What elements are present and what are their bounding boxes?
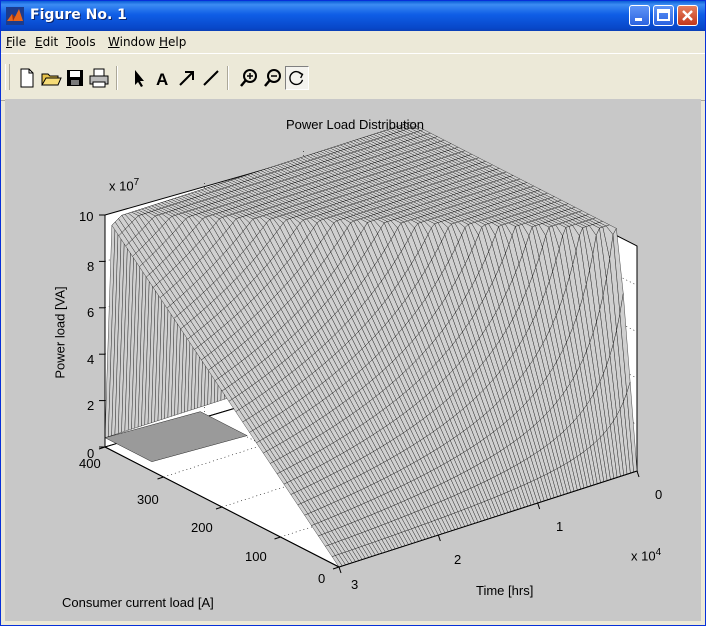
y-tick-mark bbox=[98, 446, 106, 450]
z-tick-label: 0 bbox=[87, 446, 95, 461]
save-icon[interactable] bbox=[63, 66, 87, 90]
plot-title: Power Load Distribution bbox=[286, 117, 425, 132]
surface-mesh bbox=[104, 122, 638, 568]
zoom-out-icon[interactable] bbox=[261, 66, 285, 90]
toolbar-separator bbox=[116, 66, 118, 90]
x-tick-mark bbox=[636, 470, 640, 478]
y-tick-mark bbox=[157, 476, 164, 480]
x-tick-label: 3 bbox=[351, 577, 359, 592]
toolbar-separator bbox=[227, 66, 229, 90]
text-tool-icon[interactable]: A bbox=[151, 66, 175, 90]
minimize-button[interactable] bbox=[629, 5, 650, 26]
new-file-icon[interactable] bbox=[15, 66, 39, 90]
x-axis-exponent: x 104 bbox=[631, 547, 662, 564]
matlab-app-icon bbox=[6, 7, 24, 25]
close-icon bbox=[682, 10, 693, 21]
x-tick-mark bbox=[537, 502, 541, 510]
x-tick-label: 0 bbox=[655, 487, 663, 502]
maximize-icon bbox=[657, 9, 670, 21]
line-tool-icon[interactable] bbox=[199, 66, 223, 90]
x-tick-mark bbox=[437, 534, 441, 542]
z-tick-label: 8 bbox=[87, 259, 95, 274]
x-axis-label: Time [hrs] bbox=[476, 583, 534, 598]
menu-tools[interactable]: Tools bbox=[66, 35, 96, 49]
toolbar-grip[interactable] bbox=[5, 64, 10, 90]
y-tick-label: 400 bbox=[79, 456, 101, 471]
surface-base-strip bbox=[104, 411, 248, 462]
y-tick-label: 300 bbox=[137, 492, 159, 507]
figure-canvas[interactable]: Power Load Distribution x 107 Power load… bbox=[5, 99, 701, 621]
z-tick-label: 10 bbox=[79, 209, 94, 224]
zoom-in-icon[interactable] bbox=[237, 66, 261, 90]
print-icon[interactable] bbox=[87, 66, 111, 90]
3d-surface-plot[interactable] bbox=[5, 99, 701, 621]
z-axis-exponent: x 107 bbox=[109, 177, 140, 194]
z-tick-label: 4 bbox=[87, 352, 95, 367]
y-tick-label: 200 bbox=[191, 520, 213, 535]
y-tick-mark bbox=[274, 536, 281, 540]
y-tick-label: 0 bbox=[318, 571, 326, 586]
window-title: Figure No. 1 bbox=[30, 7, 127, 23]
y-tick-mark bbox=[332, 566, 340, 570]
minimize-icon bbox=[635, 18, 642, 21]
z-tick-label: 6 bbox=[87, 305, 95, 320]
x-tick-label: 1 bbox=[556, 519, 564, 534]
y-axis-label: Consumer current load [A] bbox=[62, 595, 214, 610]
x-axis-line bbox=[338, 470, 638, 568]
select-arrow-icon[interactable] bbox=[127, 66, 151, 90]
svg-text:A: A bbox=[156, 70, 168, 89]
open-folder-icon[interactable] bbox=[39, 66, 63, 90]
rotate-3d-icon[interactable] bbox=[285, 66, 309, 90]
menu-bar: File Edit Tools Window Help bbox=[1, 31, 705, 53]
title-bar[interactable]: Figure No. 1 bbox=[1, 1, 705, 31]
y-tick-mark bbox=[215, 506, 223, 510]
z-axis-label: Power load [VA] bbox=[52, 286, 68, 379]
x-tick-label: 2 bbox=[454, 552, 462, 567]
tick-marks bbox=[98, 214, 640, 574]
x-tick-mark bbox=[338, 566, 342, 574]
menu-edit[interactable]: Edit bbox=[35, 35, 59, 49]
figure-toolbar: A bbox=[1, 53, 705, 101]
close-button[interactable] bbox=[677, 5, 698, 26]
z-tick-label: 2 bbox=[87, 398, 95, 413]
menu-window[interactable]: Window bbox=[108, 35, 156, 49]
menu-help[interactable]: Help bbox=[159, 35, 187, 49]
menu-file[interactable]: File bbox=[6, 35, 27, 49]
maximize-button[interactable] bbox=[653, 5, 674, 26]
arrow-tool-icon[interactable] bbox=[175, 66, 199, 90]
y-tick-label: 100 bbox=[245, 549, 267, 564]
